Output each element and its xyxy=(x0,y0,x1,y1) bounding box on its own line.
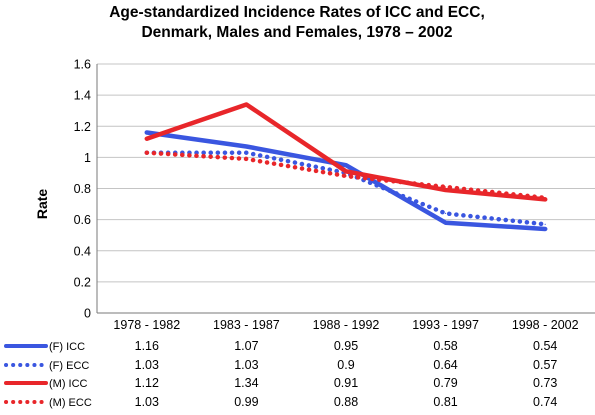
data-label: 0.58 xyxy=(433,339,457,353)
legend-label: (M) ECC xyxy=(49,397,92,409)
data-label: 0.64 xyxy=(433,358,457,372)
data-label: 0.74 xyxy=(533,395,557,409)
data-point xyxy=(445,189,447,191)
x-tick-label: 1993 - 1997 xyxy=(412,318,479,332)
data-label: 0.57 xyxy=(533,358,557,372)
chart-title-line-2: Denmark, Males and Females, 1978 – 2002 xyxy=(141,24,452,41)
y-tick-label: 0.2 xyxy=(74,275,91,289)
y-tick-label: 0.6 xyxy=(74,213,91,227)
data-point xyxy=(445,212,447,214)
y-tick-label: 1.6 xyxy=(74,58,91,72)
data-point xyxy=(345,164,347,166)
data-point xyxy=(445,222,447,224)
y-tick-label: 1.2 xyxy=(74,120,91,134)
data-label: 0.99 xyxy=(234,395,258,409)
data-label: 0.79 xyxy=(433,376,457,390)
series-line-2 xyxy=(144,102,548,202)
legend-label: (F) ECC xyxy=(49,360,89,372)
gridlines xyxy=(97,63,595,314)
data-point xyxy=(345,175,347,177)
series-line-3 xyxy=(144,150,548,201)
data-label: 1.07 xyxy=(234,339,258,353)
data-point xyxy=(544,197,546,199)
data-label: 0.73 xyxy=(533,376,557,390)
data-point xyxy=(544,223,546,225)
y-tick-label: 1.4 xyxy=(74,89,91,103)
y-tick-label: 0.4 xyxy=(74,244,91,258)
series-line-0 xyxy=(144,130,548,232)
data-table: (F) ICC 1.16 1.07 0.95 0.58 0.54 (F) ECC 1.03 1.… xyxy=(4,339,557,409)
data-label: 1.16 xyxy=(135,339,159,353)
data-point xyxy=(146,152,148,154)
series-lines xyxy=(144,102,548,232)
series-line-1 xyxy=(144,150,548,227)
legend-label: (F) ICC xyxy=(49,341,85,353)
chart-title-line-1: Age-standardized Incidence Rates of ICC … xyxy=(109,4,485,21)
legend-label: (M) ICC xyxy=(49,378,88,390)
data-point xyxy=(146,138,148,140)
data-point xyxy=(245,158,247,160)
data-label: 1.12 xyxy=(135,376,159,390)
x-tick-labels: 1978 - 1982 1983 - 1987 1988 - 1992 1993 - … xyxy=(113,318,578,332)
data-label: 1.03 xyxy=(234,358,258,372)
data-point xyxy=(345,170,347,172)
y-tick-label: 0.8 xyxy=(74,182,91,196)
chart-title: Age-standardized Incidence Rates of ICC … xyxy=(109,4,485,41)
data-label: 0.91 xyxy=(334,376,358,390)
y-axis-title: Rate xyxy=(34,189,50,220)
y-tick-labels: 0 0.2 0.4 0.6 0.8 1 1.2 1.4 1.6 xyxy=(74,58,91,321)
data-point xyxy=(146,131,148,134)
data-label: 1.03 xyxy=(135,395,159,409)
data-label: 0.54 xyxy=(533,339,557,353)
x-tick-label: 1998 - 2002 xyxy=(512,318,579,332)
axes xyxy=(96,64,595,314)
data-label: 1.34 xyxy=(234,376,258,390)
x-tick-label: 1978 - 1982 xyxy=(113,318,180,332)
data-label: 0.9 xyxy=(337,358,354,372)
y-tick-label: 1 xyxy=(84,151,91,165)
data-label: 1.03 xyxy=(135,358,159,372)
data-label: 0.88 xyxy=(334,395,358,409)
data-point xyxy=(245,103,247,106)
data-label: 0.81 xyxy=(433,395,457,409)
data-point xyxy=(245,152,247,154)
x-tick-label: 1983 - 1987 xyxy=(213,318,280,332)
data-label: 0.95 xyxy=(334,339,358,353)
data-point xyxy=(544,198,546,200)
data-point xyxy=(245,145,247,148)
x-tick-label: 1988 - 1992 xyxy=(313,318,380,332)
data-point xyxy=(445,186,447,188)
y-tick-label: 0 xyxy=(84,307,91,321)
data-point xyxy=(544,228,546,230)
